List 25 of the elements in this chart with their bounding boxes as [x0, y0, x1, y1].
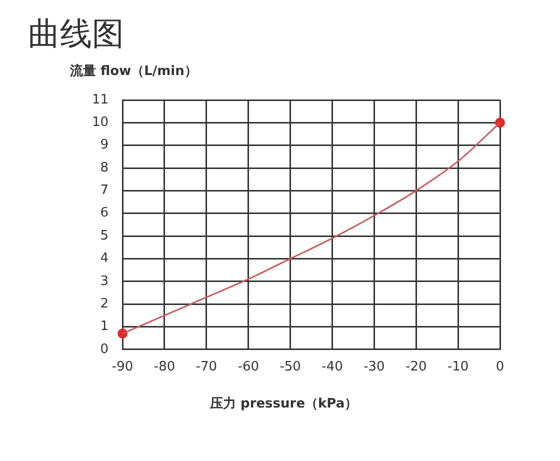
x-tick-label: -40 [322, 360, 343, 375]
x-tick-label: 0 [496, 360, 504, 375]
y-tick-label: 0 [100, 342, 109, 357]
y-tick-label: 3 [100, 274, 109, 289]
y-axis-title: 流量 flow（L/min） [69, 62, 198, 79]
y-tick-label: 6 [100, 206, 109, 221]
x-axis-title: 压力 pressure（kPa） [209, 396, 358, 412]
x-tick-label: -80 [154, 360, 176, 375]
y-tick-label: 9 [100, 138, 109, 153]
y-tick-label: 4 [100, 251, 109, 266]
x-tick-label: -50 [280, 360, 301, 375]
y-tick-label: 1 [100, 319, 109, 334]
y-tick-label: 11 [92, 92, 109, 108]
chart-title: 曲线图 [28, 14, 124, 52]
y-tick-label: 2 [100, 296, 109, 312]
x-tick-label: -10 [447, 360, 469, 375]
y-tick-label: 10 [92, 115, 109, 130]
x-tick-label: -70 [196, 360, 218, 375]
y-tick-label: 8 [100, 160, 109, 176]
y-tick-label: 5 [100, 228, 109, 244]
x-tick-label: -60 [238, 360, 259, 375]
x-tick-label: -20 [406, 360, 427, 375]
y-tick-label: 7 [100, 183, 109, 198]
x-tick-label: -90 [112, 360, 134, 375]
x-tick-label: -30 [364, 360, 385, 375]
